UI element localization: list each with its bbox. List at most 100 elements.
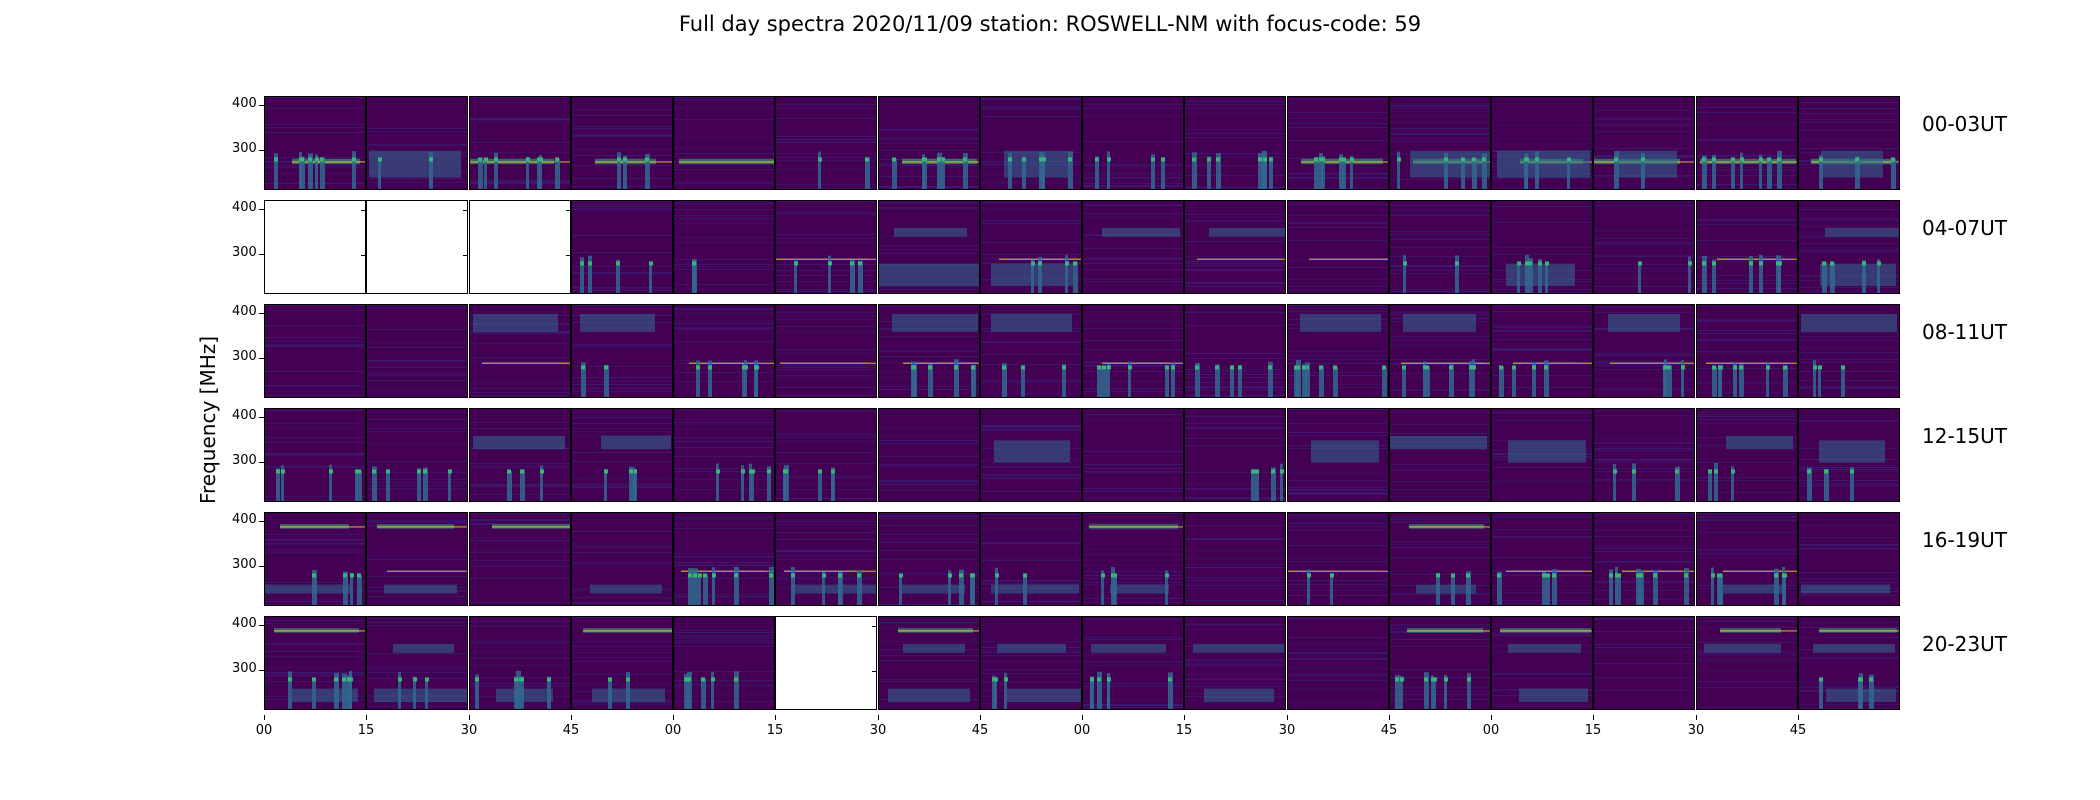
noise-line <box>981 341 1081 342</box>
noise-line <box>776 489 876 490</box>
noise-line <box>1492 678 1592 679</box>
noise-line <box>1288 668 1388 669</box>
noise-line <box>776 264 876 265</box>
noise-line <box>776 579 876 580</box>
y-tick-mark <box>259 624 264 626</box>
noise-line <box>1492 420 1592 421</box>
burst-hotspot <box>1675 469 1679 474</box>
spectrum-heatmap <box>1594 409 1694 501</box>
noise-line <box>879 143 979 144</box>
noise-line <box>470 118 570 119</box>
burst-bar <box>865 157 870 189</box>
noise-line <box>265 326 365 327</box>
burst-bar <box>1615 566 1618 605</box>
noise-line <box>1390 626 1490 627</box>
burst-bar <box>1819 155 1823 189</box>
noise-line <box>1083 468 1183 469</box>
noise-line <box>1594 365 1694 366</box>
noise-line <box>1799 469 1899 470</box>
chart-title: Full day spectra 2020/11/09 station: ROS… <box>678 12 1422 36</box>
burst-bar <box>1472 359 1475 397</box>
noise-line <box>776 238 876 239</box>
burst-hotspot <box>1708 469 1712 474</box>
burst-hotspot <box>794 261 798 266</box>
spectrum-panel <box>1798 304 1900 398</box>
spectrum-panel <box>1491 408 1593 502</box>
burst-hotspot <box>1855 157 1859 162</box>
burst-hotspot <box>343 573 347 578</box>
noise-line <box>1594 690 1694 691</box>
burst-bar <box>1525 153 1528 189</box>
noise-line <box>572 547 672 548</box>
noise-line <box>1492 289 1592 290</box>
burst-bar <box>1824 468 1829 501</box>
spectrum-heatmap <box>674 513 774 605</box>
noise-line <box>674 269 774 270</box>
noise-line <box>1083 365 1183 366</box>
noise-line <box>1185 165 1285 166</box>
spectrum-heatmap <box>879 513 979 605</box>
noise-line <box>879 356 979 357</box>
burst-bar <box>1402 367 1406 397</box>
burst-bar <box>1636 568 1641 605</box>
noise-line <box>1594 647 1694 648</box>
signal-band <box>1801 313 1897 332</box>
row-time-label: 16-19UT <box>1922 528 2007 552</box>
noise-line <box>572 266 672 267</box>
burst-hotspot <box>1688 261 1692 266</box>
noise-line <box>1185 624 1285 625</box>
noise-line <box>1594 442 1694 443</box>
x-tick-label: 00 <box>1482 723 1500 738</box>
burst-hotspot <box>783 469 787 474</box>
spectrum-panel <box>1287 616 1389 710</box>
noise-line <box>1594 450 1694 451</box>
noise-line <box>1697 412 1797 413</box>
noise-line <box>879 655 979 656</box>
noise-line <box>470 552 570 553</box>
burst-hotspot <box>1062 365 1066 370</box>
burst-bar <box>1268 361 1273 397</box>
burst-hotspot <box>413 677 417 682</box>
y-tick-mark <box>259 253 264 255</box>
burst-hotspot <box>633 469 637 474</box>
burst-bar <box>818 470 822 501</box>
burst-bar <box>684 673 689 709</box>
burst-bar <box>831 468 834 501</box>
spectrum-panel <box>1389 616 1491 710</box>
noise-line <box>1185 358 1285 359</box>
noise-line <box>981 98 1081 99</box>
signal-band <box>1410 150 1490 178</box>
x-tick-label: 30 <box>460 723 478 738</box>
burst-bar <box>604 468 607 501</box>
burst-hotspot <box>540 469 544 474</box>
noise-line <box>1390 677 1490 678</box>
noise-line <box>1697 661 1797 662</box>
burst-bar <box>1712 366 1717 397</box>
burst-bar <box>1431 675 1434 709</box>
noise-line <box>1288 659 1388 660</box>
noise-line <box>1697 351 1797 352</box>
noise-line <box>1799 347 1899 348</box>
burst-hotspot <box>703 573 707 578</box>
noise-line <box>1185 371 1285 372</box>
spectrum-heatmap <box>572 409 672 501</box>
noise-line <box>1799 475 1899 476</box>
spectrum-heatmap <box>674 305 774 397</box>
noise-line <box>1697 293 1798 294</box>
spectrum-heatmap <box>1697 513 1797 605</box>
noise-line <box>1185 214 1285 215</box>
noise-line <box>1799 251 1899 252</box>
noise-line <box>776 153 876 154</box>
spectrum-panel <box>1491 200 1593 294</box>
burst-bar <box>1664 359 1667 397</box>
burst-hotspot <box>1667 365 1671 370</box>
noise-line <box>1390 470 1490 471</box>
burst-hotspot <box>1782 573 1786 578</box>
spectrum-heatmap <box>1185 305 1285 397</box>
noise-line <box>1185 550 1285 551</box>
noise-line <box>1288 680 1388 681</box>
noise-line <box>1697 419 1797 420</box>
noise-line <box>1083 279 1183 280</box>
burst-hotspot <box>1497 573 1501 578</box>
noise-line <box>367 419 467 420</box>
